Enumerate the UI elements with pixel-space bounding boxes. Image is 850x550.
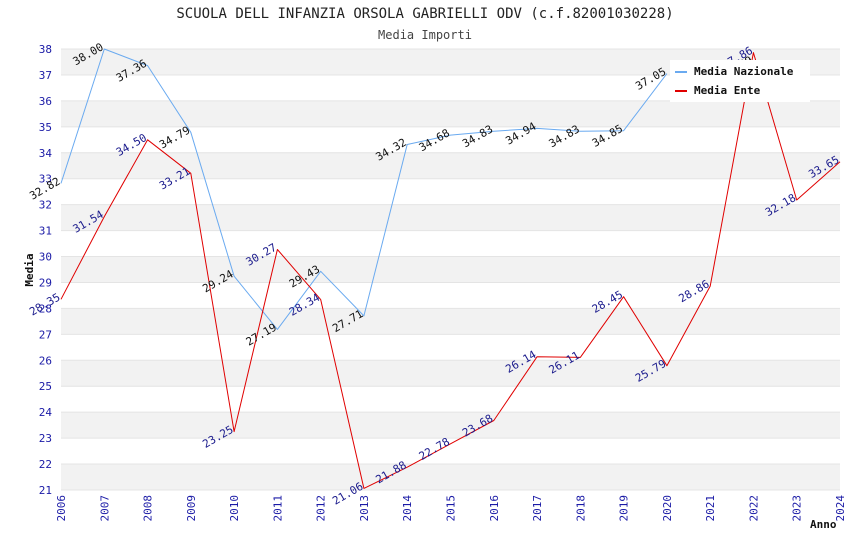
legend: Media Nazionale Media Ente <box>670 60 810 102</box>
grid-band <box>61 256 840 283</box>
x-tick-label: 2009 <box>185 495 198 522</box>
y-tick-label: 23 <box>39 432 52 445</box>
grid-bands <box>61 48 840 491</box>
y-tick-label: 21 <box>39 484 52 497</box>
x-tick-label: 2024 <box>834 495 847 522</box>
data-label: 34.68 <box>417 126 452 154</box>
series-line-media-nazionale <box>60 48 668 330</box>
grid-band <box>61 360 840 387</box>
y-tick-label: 31 <box>39 225 52 238</box>
x-axis-ticks: 2006 2007 2008 2009 2010 2011 2012 2013 2014 2015… <box>55 495 847 522</box>
y-tick-label: 22 <box>39 458 52 471</box>
chart-title: SCUOLA DELL INFANZIA ORSOLA GABRIELLI OD… <box>176 6 673 22</box>
series-line-media-ente <box>60 52 841 489</box>
x-tick-label: 2010 <box>228 495 241 522</box>
y-tick-label: 38 <box>39 43 52 56</box>
grid-band <box>61 412 840 439</box>
x-tick-label: 2006 <box>55 495 68 522</box>
y-tick-label: 35 <box>39 121 52 134</box>
grid-band <box>61 464 840 490</box>
x-tick-label: 2008 <box>142 495 155 522</box>
y-tick-label: 25 <box>39 380 52 393</box>
legend-label-media-nazionale: Media Nazionale <box>694 65 794 78</box>
x-tick-label: 2011 <box>271 495 284 522</box>
y-tick-label: 28 <box>39 302 52 315</box>
y-tick-label: 37 <box>39 69 52 82</box>
x-tick-label: 2007 <box>98 495 111 522</box>
y-tick-label: 34 <box>39 147 53 160</box>
y-tick-label: 24 <box>39 406 53 419</box>
y-tick-label: 32 <box>39 199 52 212</box>
y-tick-label: 33 <box>39 173 52 186</box>
x-tick-label: 2014 <box>401 495 414 522</box>
x-tick-label: 2016 <box>488 495 501 522</box>
y-tick-label: 27 <box>39 328 52 341</box>
x-tick-label: 2022 <box>747 495 760 522</box>
series-lines <box>60 48 841 489</box>
legend-box <box>670 60 810 102</box>
data-label: 22.78 <box>417 435 452 463</box>
x-tick-label: 2021 <box>704 495 717 522</box>
y-tick-label: 29 <box>39 276 52 289</box>
legend-label-media-ente: Media Ente <box>694 84 761 97</box>
grid-band <box>61 308 840 335</box>
x-tick-label: 2013 <box>358 495 371 522</box>
grid-band <box>61 100 840 127</box>
x-tick-label: 2020 <box>661 495 674 522</box>
y-tick-label: 26 <box>39 354 52 367</box>
y-axis-ticks: 21 22 23 24 25 26 27 28 29 30 31 32 33 34 35 36 37 38 <box>39 43 53 497</box>
x-tick-label: 2015 <box>445 495 458 522</box>
x-tick-label: 2019 <box>618 495 631 522</box>
x-tick-label: 2012 <box>315 495 328 522</box>
y-axis-label: Media <box>23 253 36 286</box>
x-axis-label: Anno <box>810 518 837 531</box>
x-tick-label: 2017 <box>531 495 544 522</box>
y-tick-label: 36 <box>39 95 52 108</box>
x-tick-label: 2018 <box>574 495 587 522</box>
x-tick-label: 2023 <box>791 495 804 522</box>
chart-subtitle: Media Importi <box>378 28 472 42</box>
grid-band <box>61 204 840 231</box>
y-tick-label: 30 <box>39 251 52 264</box>
data-label: 34.79 <box>157 124 192 152</box>
